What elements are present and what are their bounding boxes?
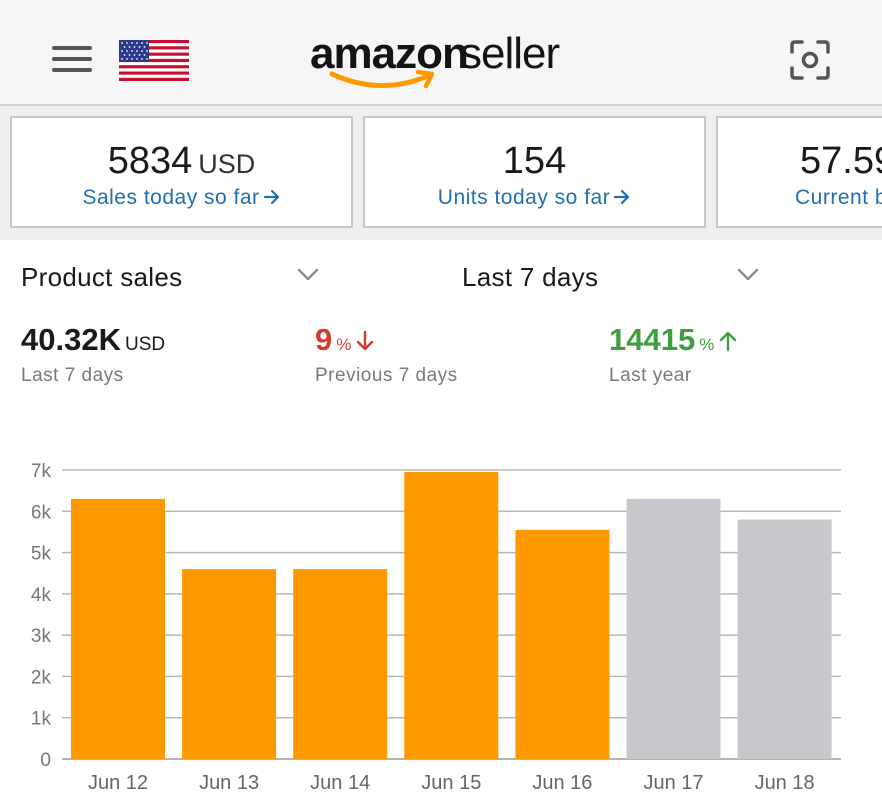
x-tick-label: Jun 12 bbox=[88, 772, 148, 794]
arrow-right-icon bbox=[263, 189, 279, 205]
bar-jun-17 bbox=[626, 498, 721, 759]
metric-dropdown-label: Product sales bbox=[21, 262, 183, 292]
total-sales-stat: 40.32K USD Last 7 days bbox=[21, 322, 165, 387]
chevron-down-icon bbox=[297, 268, 319, 281]
x-tick-label: Jun 17 bbox=[643, 772, 703, 794]
app-header: amazon seller bbox=[0, 0, 882, 106]
bar-jun-12 bbox=[71, 498, 165, 759]
bar-jun-15 bbox=[404, 472, 499, 759]
x-tick-label: Jun 15 bbox=[421, 772, 481, 794]
last-year-stat: 14415% Last year bbox=[609, 322, 738, 387]
x-tick-label: Jun 14 bbox=[310, 772, 370, 794]
date-range-dropdown[interactable]: Last 7 days bbox=[462, 262, 762, 302]
chevron-down-icon bbox=[737, 268, 759, 281]
y-tick-label: 4k bbox=[31, 585, 52, 606]
us-flag-icon[interactable] bbox=[119, 40, 189, 81]
smile-arrow-icon bbox=[329, 69, 435, 89]
bar-jun-16 bbox=[515, 529, 610, 759]
y-tick-label: 5k bbox=[31, 544, 52, 565]
x-tick-label: Jun 13 bbox=[199, 772, 259, 794]
units-today-card[interactable]: 154 Units today so far bbox=[363, 116, 706, 228]
menu-icon[interactable] bbox=[52, 44, 92, 74]
total-sales-unit: USD bbox=[124, 334, 166, 355]
previous-period-stat: 9% Previous 7 days bbox=[315, 322, 458, 387]
y-tick-label: 0 bbox=[40, 750, 51, 771]
sales-today-card[interactable]: 5834 USD Sales today so far bbox=[10, 116, 353, 228]
total-sales-caption: Last 7 days bbox=[21, 365, 124, 386]
total-sales-value: 40.32K bbox=[21, 322, 121, 357]
units-today-value: 154 bbox=[502, 140, 567, 182]
previous-period-caption: Previous 7 days bbox=[315, 365, 458, 386]
y-tick-label: 1k bbox=[31, 709, 52, 730]
logo-text-amazon: amazon bbox=[310, 29, 469, 78]
arrow-up-icon bbox=[720, 331, 737, 352]
sales-bar-chart: 0 1k 2k 3k 4k 5k 6k 7k Jun 12 Jun 13 Jun 14 Jun 15 J… bbox=[31, 461, 841, 794]
current-balance-value: 57.59 bbox=[800, 140, 882, 182]
scan-icon[interactable] bbox=[790, 40, 830, 80]
metric-dropdown[interactable]: Product sales bbox=[21, 262, 321, 302]
amazon-seller-logo: amazon seller bbox=[310, 30, 580, 94]
arrow-down-icon bbox=[357, 330, 374, 351]
sales-today-value: 5834 USD bbox=[107, 140, 256, 182]
previous-period-unit: % bbox=[336, 335, 352, 354]
date-range-dropdown-label: Last 7 days bbox=[462, 262, 599, 292]
y-tick-label: 7k bbox=[31, 461, 52, 482]
last-year-value: 14415 bbox=[609, 322, 696, 357]
bar-jun-13 bbox=[182, 569, 277, 759]
sales-today-link[interactable]: Sales today so far bbox=[12, 186, 351, 210]
current-balance-link[interactable]: Current b bbox=[795, 186, 882, 209]
current-balance-card[interactable]: 57.59 Current b bbox=[716, 116, 882, 228]
metric-cards-carousel[interactable]: 5834 USD Sales today so far 154 Units tod… bbox=[0, 106, 882, 240]
x-tick-label: Jun 16 bbox=[532, 772, 592, 794]
last-year-caption: Last year bbox=[609, 365, 692, 386]
arrow-right-icon bbox=[614, 189, 630, 205]
bar-jun-18 bbox=[737, 519, 832, 759]
y-tick-label: 6k bbox=[31, 502, 52, 523]
y-tick-label: 2k bbox=[31, 667, 52, 688]
previous-period-value: 9 bbox=[315, 322, 333, 357]
sales-today-unit: USD bbox=[198, 149, 256, 179]
units-today-link[interactable]: Units today so far bbox=[365, 186, 704, 210]
y-tick-label: 3k bbox=[31, 626, 52, 647]
last-year-unit: % bbox=[699, 335, 715, 354]
logo-text-seller: seller bbox=[460, 29, 560, 78]
bar-jun-14 bbox=[293, 569, 388, 759]
x-tick-label: Jun 18 bbox=[755, 772, 815, 794]
